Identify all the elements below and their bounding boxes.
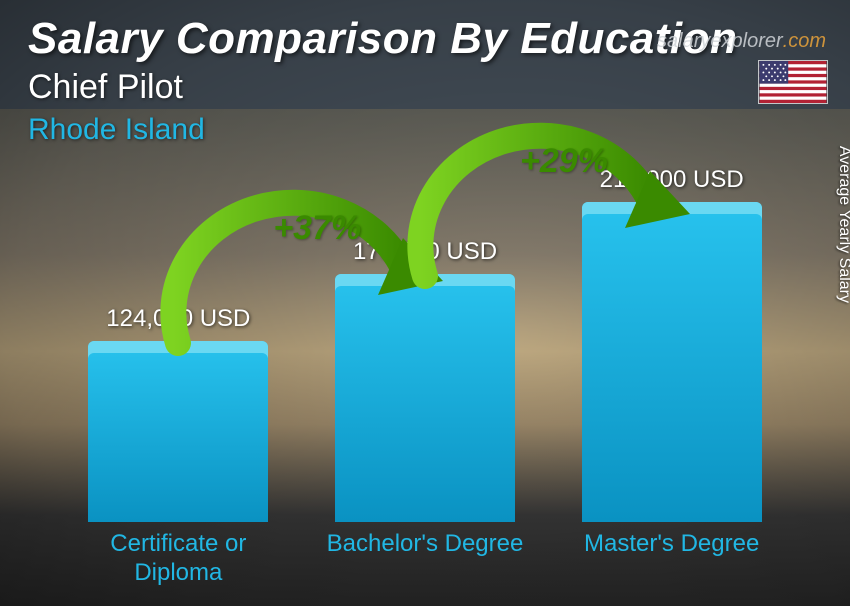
bar-value-label: 124,000 USD — [106, 305, 250, 333]
bar-chart: 124,000 USD 170,000 USD 219,000 USD Certif… — [55, 88, 795, 588]
watermark: salaryexplorer.com — [657, 30, 826, 53]
bar-value-label: 219,000 USD — [600, 166, 744, 194]
bar-wrap-1: 170,000 USD — [332, 238, 517, 522]
y-axis-label: Average Yearly Salary — [835, 146, 850, 303]
bar — [582, 202, 762, 522]
bars-group: 124,000 USD 170,000 USD 219,000 USD — [55, 142, 795, 522]
infographic-container: Salary Comparison By Education Chief Pil… — [0, 0, 850, 606]
watermark-brand: salaryexplorer — [657, 30, 783, 53]
bar — [88, 341, 268, 522]
category-labels-group: Certificate or Diploma Bachelor's Degree M… — [55, 530, 795, 588]
watermark-suffix: .com — [783, 30, 826, 53]
bar-wrap-0: 124,000 USD — [86, 305, 271, 522]
bar-value-label: 170,000 USD — [353, 238, 497, 266]
category-label: Master's Degree — [572, 530, 772, 588]
category-label: Certificate or Diploma — [78, 530, 278, 588]
chart-title: Salary Comparison By Education — [28, 14, 737, 64]
bar — [335, 274, 515, 522]
bar-wrap-2: 219,000 USD — [579, 166, 764, 522]
category-label: Bachelor's Degree — [325, 530, 525, 588]
